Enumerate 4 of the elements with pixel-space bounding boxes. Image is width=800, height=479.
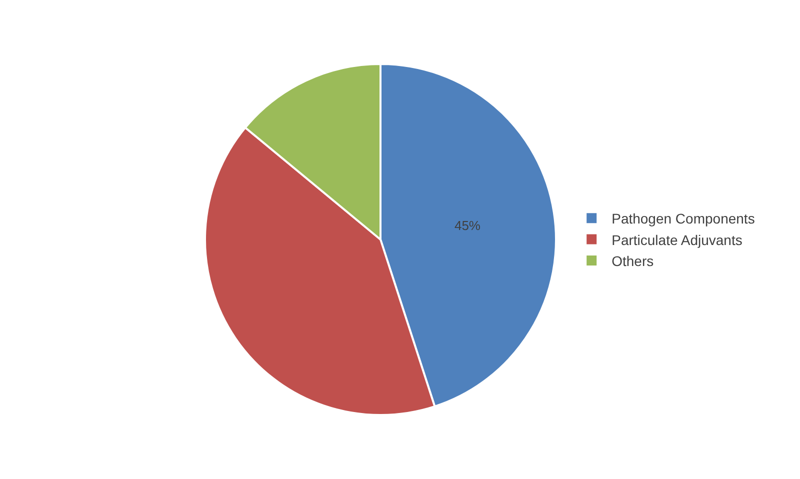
legend-label: Others: [612, 252, 654, 269]
legend-label: Pathogen Components: [612, 210, 755, 227]
data-label: 45%: [454, 218, 481, 234]
legend-label: Particulate Adjuvants: [612, 232, 742, 248]
